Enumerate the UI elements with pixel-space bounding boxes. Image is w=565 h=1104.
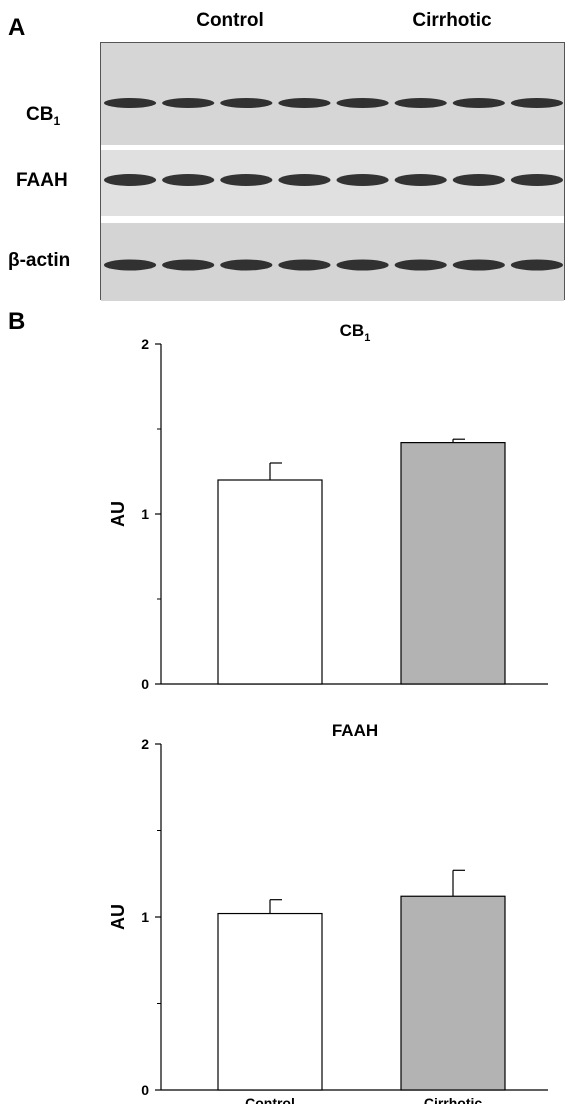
y-tick-label: 2 bbox=[141, 736, 149, 752]
bar-cirrhotic bbox=[400, 895, 506, 1091]
band-beta-actin bbox=[162, 259, 215, 271]
band-cb1 bbox=[278, 98, 331, 108]
band-beta-actin bbox=[220, 259, 273, 271]
group-label-cirrhotic: Cirrhotic bbox=[412, 10, 492, 31]
bar-control bbox=[217, 479, 323, 685]
y-tick-label: 1 bbox=[141, 909, 149, 925]
band-beta-actin bbox=[336, 259, 389, 271]
chart-cb1: CB1 0 1 2 AU bbox=[0, 320, 565, 690]
x-category-label: Control bbox=[245, 1095, 295, 1104]
band-faah bbox=[104, 174, 157, 186]
bar-cirrhotic bbox=[400, 441, 506, 685]
bar-chart-svg: FAAH 0 1 2 AU Control Cirrhotic bbox=[108, 721, 548, 1104]
band-faah bbox=[394, 174, 447, 186]
band-faah bbox=[452, 174, 505, 186]
x-category-label: Cirrhotic bbox=[424, 1095, 483, 1104]
band-cb1 bbox=[336, 98, 389, 108]
band-cb1 bbox=[162, 98, 215, 108]
y-tick-label: 0 bbox=[141, 676, 149, 690]
band-faah bbox=[162, 174, 215, 186]
y-axis-label: AU bbox=[108, 501, 128, 527]
chart-title: CB1 bbox=[340, 321, 371, 344]
band-beta-actin bbox=[394, 259, 447, 271]
blot-strip-cb1 bbox=[101, 43, 564, 145]
panel-b-letter: B bbox=[8, 308, 26, 335]
band-cb1 bbox=[452, 98, 505, 108]
row-label-cb1-text: CB bbox=[26, 104, 54, 125]
y-tick-label: 2 bbox=[141, 336, 149, 352]
row-label-cb1-sub: 1 bbox=[53, 113, 61, 128]
chart-faah: FAAH 0 1 2 AU Control Cirrhotic bbox=[0, 720, 565, 1104]
western-blot-image bbox=[100, 42, 565, 301]
blot-separator bbox=[101, 145, 564, 150]
band-faah bbox=[220, 174, 273, 186]
row-label-faah: FAAH bbox=[16, 170, 68, 191]
band-beta-actin bbox=[452, 259, 505, 271]
blot-bands bbox=[104, 98, 563, 271]
row-label-beta-actin: β-actin bbox=[8, 250, 71, 271]
y-axis-label: AU bbox=[108, 904, 128, 930]
band-cb1 bbox=[220, 98, 273, 108]
band-cb1 bbox=[394, 98, 447, 108]
band-faah bbox=[278, 174, 331, 186]
band-beta-actin bbox=[278, 259, 331, 271]
bar-chart-svg: CB1 0 1 2 AU bbox=[108, 321, 548, 690]
blot-separator bbox=[101, 216, 564, 223]
chart-title-sub: 1 bbox=[364, 332, 370, 344]
y-tick-label: 0 bbox=[141, 1082, 149, 1098]
band-cb1 bbox=[510, 98, 563, 108]
group-label-control: Control bbox=[196, 10, 264, 31]
chart-title: FAAH bbox=[332, 721, 378, 740]
band-faah bbox=[510, 174, 563, 186]
panel-a-letter: A bbox=[8, 14, 26, 41]
bar-control bbox=[217, 912, 323, 1091]
band-beta-actin bbox=[510, 259, 563, 271]
band-beta-actin bbox=[104, 259, 157, 271]
band-faah bbox=[336, 174, 389, 186]
row-label-cb1: CB1 bbox=[26, 104, 60, 128]
band-cb1 bbox=[104, 98, 157, 108]
y-tick-label: 1 bbox=[141, 506, 149, 522]
